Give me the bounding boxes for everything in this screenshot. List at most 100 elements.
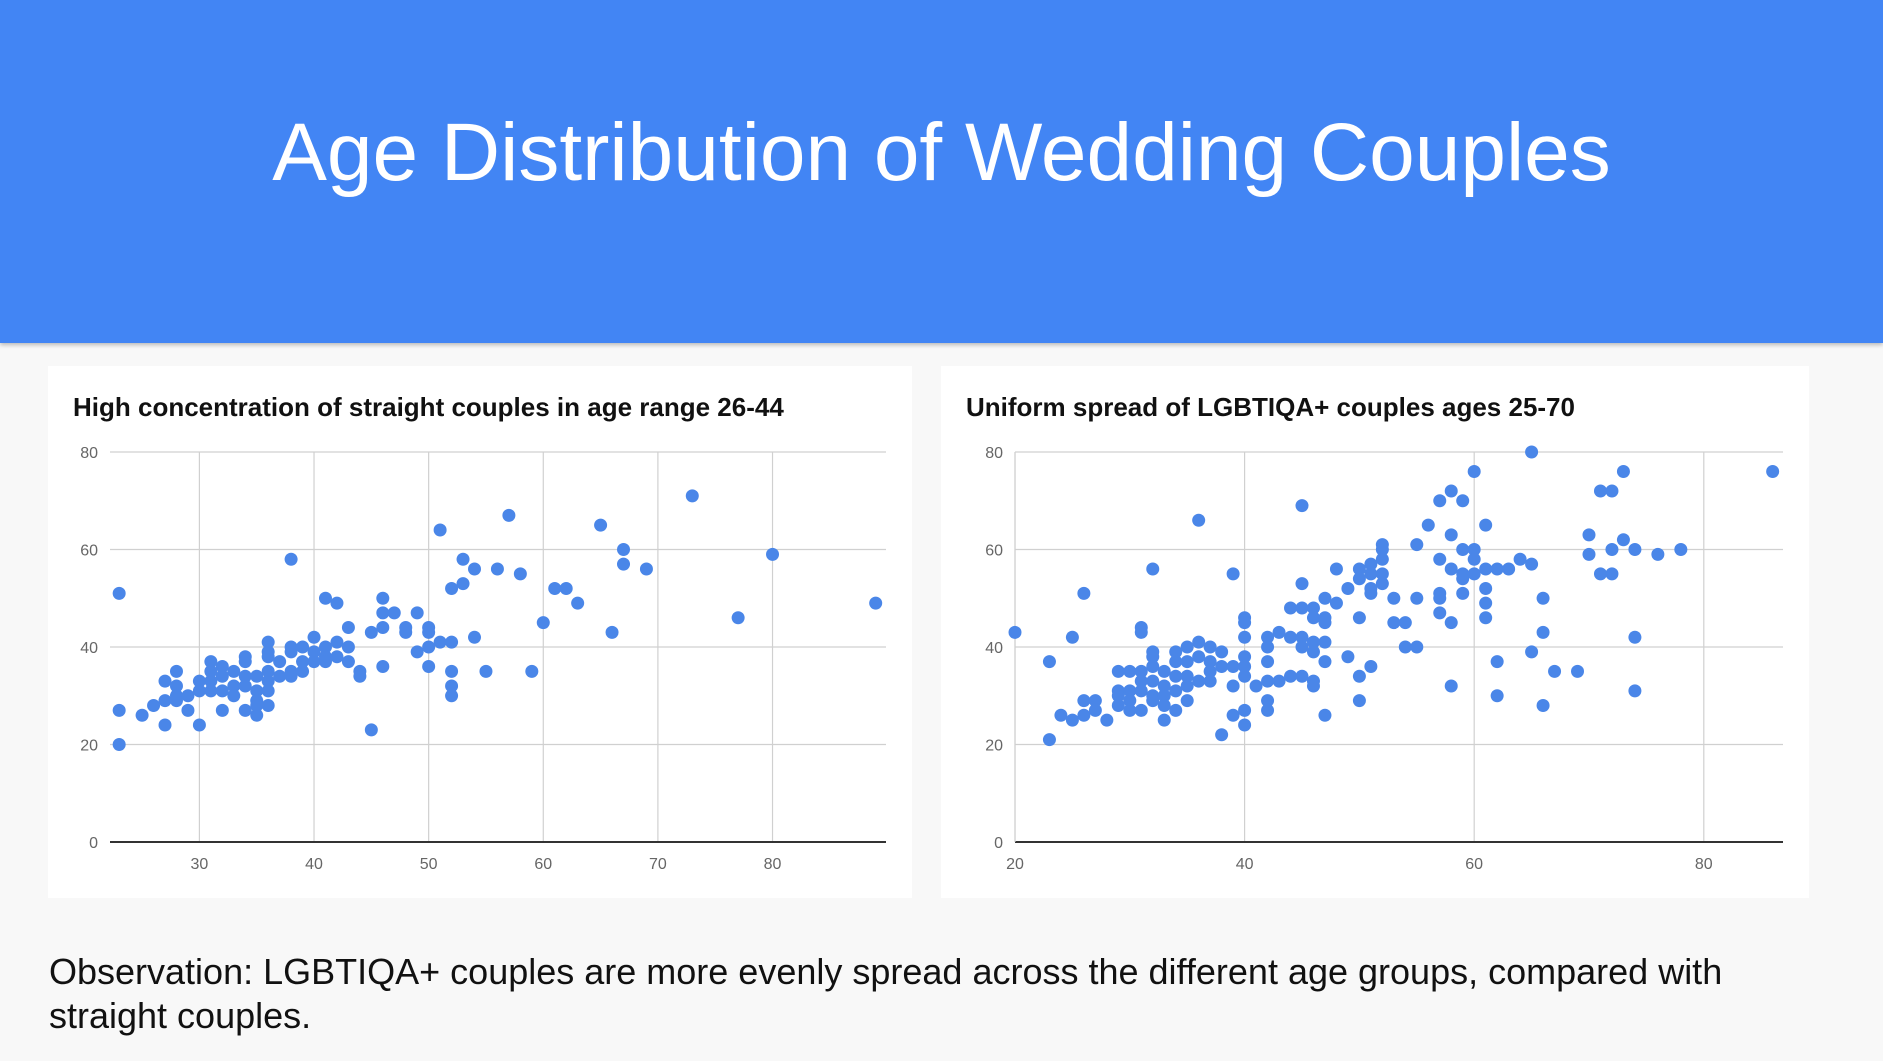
data-point — [181, 689, 195, 703]
data-point — [318, 640, 332, 654]
data-point — [1203, 655, 1217, 669]
data-point — [1582, 528, 1596, 542]
data-point — [1571, 664, 1585, 678]
data-point — [364, 723, 378, 737]
data-point — [1284, 630, 1298, 644]
data-point — [1582, 547, 1596, 561]
data-point — [1295, 577, 1309, 591]
data-point — [1238, 703, 1252, 717]
data-point — [169, 664, 183, 678]
data-point — [1651, 547, 1665, 561]
data-point — [284, 669, 298, 683]
data-point — [617, 557, 631, 571]
data-point — [1192, 674, 1206, 688]
data-point — [1444, 528, 1458, 542]
data-point — [261, 684, 275, 698]
data-point — [227, 679, 241, 693]
data-point — [1456, 543, 1470, 556]
data-point — [1042, 655, 1056, 669]
x-tick-label: 80 — [1695, 856, 1713, 873]
data-point — [1238, 650, 1252, 664]
data-point — [284, 645, 298, 659]
data-point — [399, 625, 413, 639]
data-point — [1261, 655, 1275, 669]
data-point — [468, 630, 482, 644]
data-point — [1525, 445, 1539, 459]
data-point — [1352, 669, 1366, 683]
data-point — [1375, 567, 1389, 581]
data-point — [1593, 484, 1607, 498]
data-point — [1479, 562, 1493, 576]
data-point — [227, 664, 241, 678]
data-point — [1410, 591, 1424, 605]
data-point — [1180, 669, 1194, 683]
data-point — [1203, 674, 1217, 688]
data-point — [1238, 660, 1252, 673]
data-point — [456, 577, 470, 591]
data-point — [112, 703, 126, 717]
data-point — [296, 664, 310, 678]
data-point — [1134, 674, 1148, 688]
data-point — [112, 586, 126, 600]
y-tick-label: 20 — [985, 738, 1003, 755]
data-point — [147, 699, 161, 712]
data-point — [1548, 664, 1562, 678]
data-point — [1306, 645, 1320, 659]
data-point — [376, 591, 390, 605]
data-point — [1433, 591, 1447, 605]
data-point — [1479, 518, 1493, 532]
data-point — [1157, 699, 1171, 712]
data-point — [273, 655, 287, 669]
data-point — [1284, 601, 1298, 615]
page-title: Age Distribution of Wedding Couples — [272, 107, 1611, 198]
data-point — [296, 655, 310, 669]
data-point — [330, 650, 344, 664]
data-point — [1111, 699, 1125, 712]
data-point — [1238, 669, 1252, 683]
data-point — [445, 582, 459, 595]
data-point — [1146, 694, 1160, 708]
data-point — [215, 684, 229, 698]
data-point — [1065, 630, 1079, 644]
data-point — [1192, 513, 1206, 527]
data-point — [468, 562, 482, 576]
data-point — [685, 489, 699, 503]
data-point — [1146, 674, 1160, 688]
data-point — [1295, 669, 1309, 683]
data-point — [238, 669, 252, 683]
data-point — [422, 625, 436, 639]
data-point — [1467, 543, 1481, 556]
data-point — [215, 660, 229, 673]
data-point — [502, 508, 516, 522]
data-point — [445, 635, 459, 649]
data-point — [158, 718, 172, 732]
data-point — [1387, 616, 1401, 630]
data-point — [1169, 655, 1183, 669]
data-point — [261, 650, 275, 664]
data-point — [1157, 679, 1171, 693]
data-point — [204, 655, 218, 669]
data-point — [1628, 543, 1642, 556]
x-tick-label: 50 — [420, 856, 438, 873]
data-point — [1410, 538, 1424, 552]
y-tick-label: 20 — [80, 738, 98, 755]
data-point — [639, 562, 653, 576]
chart-title: High concentration of straight couples i… — [73, 392, 784, 422]
data-point — [1088, 703, 1102, 717]
data-point — [238, 655, 252, 669]
data-point — [1134, 703, 1148, 717]
data-point — [376, 660, 390, 673]
data-point — [341, 640, 355, 654]
data-point — [1536, 625, 1550, 639]
data-point — [238, 703, 252, 717]
data-point — [1226, 679, 1240, 693]
data-point — [1123, 694, 1137, 708]
data-point — [341, 655, 355, 669]
chart-title: Uniform spread of LGBTIQA+ couples ages … — [966, 392, 1575, 422]
data-point — [1490, 655, 1504, 669]
data-point — [1444, 562, 1458, 576]
data-point — [1329, 596, 1343, 610]
data-point — [1295, 601, 1309, 615]
data-point — [1042, 733, 1056, 747]
data-point — [422, 640, 436, 654]
